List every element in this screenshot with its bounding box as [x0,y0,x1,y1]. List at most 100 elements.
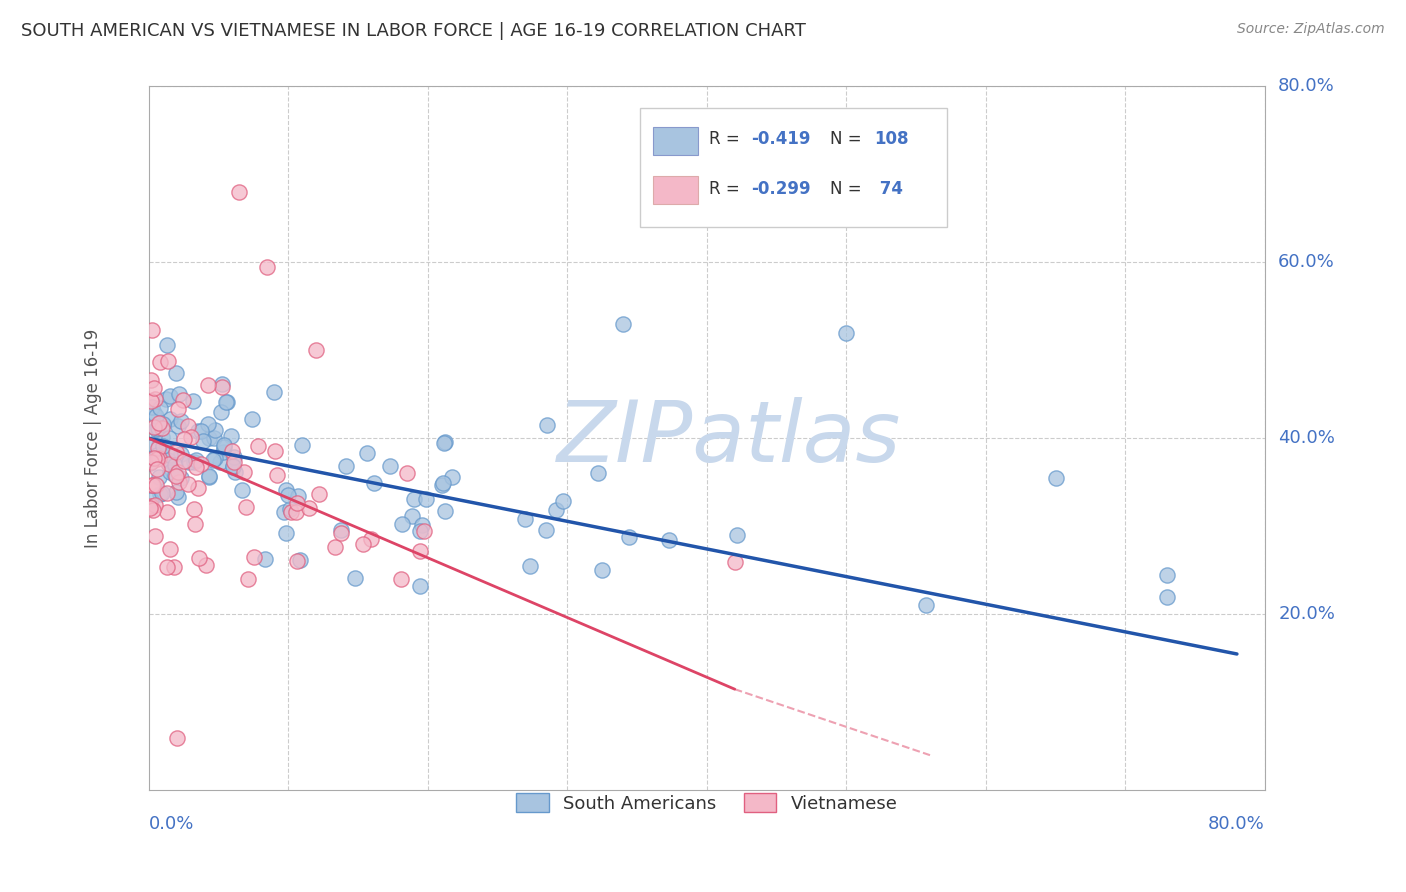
Point [142,406,165,420]
Point [215,394,238,409]
Point [152,439,174,453]
Text: Source: ZipAtlas.com: Source: ZipAtlas.com [1237,22,1385,37]
Text: 60.0%: 60.0% [1278,253,1334,271]
Legend: South Americans, Vietnamese: South Americans, Vietnamese [509,786,904,820]
Point [142,502,165,516]
Point [591,563,613,577]
Point [235,500,257,514]
Point [156,505,179,519]
Point [246,439,269,453]
Point [141,323,163,337]
Point [165,468,187,483]
Point [240,411,263,425]
Point [146,451,169,466]
Point [143,392,166,406]
Point [222,455,245,469]
Point [222,460,245,475]
Point [363,476,385,491]
Point [148,417,170,431]
Point [401,508,423,523]
Point [166,490,188,504]
Point [183,502,205,516]
Point [139,493,162,508]
FancyBboxPatch shape [654,176,697,204]
Text: In Labor Force | Age 16-19: In Labor Force | Age 16-19 [84,329,103,548]
Point [172,392,194,407]
Point [263,385,285,400]
Point [142,419,165,434]
Point [617,530,640,544]
Point [186,452,208,467]
Point [1156,590,1178,604]
Point [280,505,302,519]
Point [176,419,198,434]
Point [285,554,308,568]
Point [145,422,167,436]
Point [544,503,567,517]
FancyBboxPatch shape [654,127,697,154]
Point [173,454,195,468]
Point [433,434,456,449]
Point [204,423,226,437]
Point [430,477,453,491]
Point [138,456,160,470]
Text: 40.0%: 40.0% [1278,429,1336,448]
Point [194,558,217,573]
Point [204,450,226,465]
Point [170,414,193,428]
Point [163,467,186,482]
Point [148,451,170,466]
Point [183,455,205,469]
Point [284,505,307,519]
Point [150,430,173,444]
Point [181,393,204,408]
Point [402,492,425,507]
Point [149,487,172,501]
Point [285,496,308,510]
Text: ZIPatlas: ZIPatlas [557,397,901,480]
Point [344,571,367,585]
Point [298,500,321,515]
Point [409,579,432,593]
Point [215,394,238,409]
Point [434,504,457,518]
Point [159,389,181,403]
Point [165,366,187,380]
Point [190,457,212,471]
Point [221,443,243,458]
Point [163,458,186,473]
Point [141,374,163,388]
Point [287,490,309,504]
Point [1156,567,1178,582]
Point [187,481,209,495]
Text: N =: N = [830,130,866,148]
Point [325,540,347,554]
Point [264,444,287,458]
Point [139,501,162,516]
Point [224,465,246,479]
Point [209,405,232,419]
Point [170,446,193,460]
Point [163,559,186,574]
Point [352,537,374,551]
Point [167,419,190,434]
Point [391,516,413,531]
Point [231,483,253,497]
Point [209,454,232,468]
Point [586,467,609,481]
Point [433,435,456,450]
Text: R =: R = [709,179,745,197]
Point [142,478,165,492]
Point [291,438,314,452]
Point [150,421,173,435]
Point [211,380,233,394]
Point [159,449,181,463]
Point [141,400,163,414]
Point [141,499,163,513]
Point [519,558,541,573]
FancyBboxPatch shape [640,108,946,227]
Point [167,401,190,416]
Point [914,598,936,612]
Point [150,486,173,500]
Point [187,424,209,438]
